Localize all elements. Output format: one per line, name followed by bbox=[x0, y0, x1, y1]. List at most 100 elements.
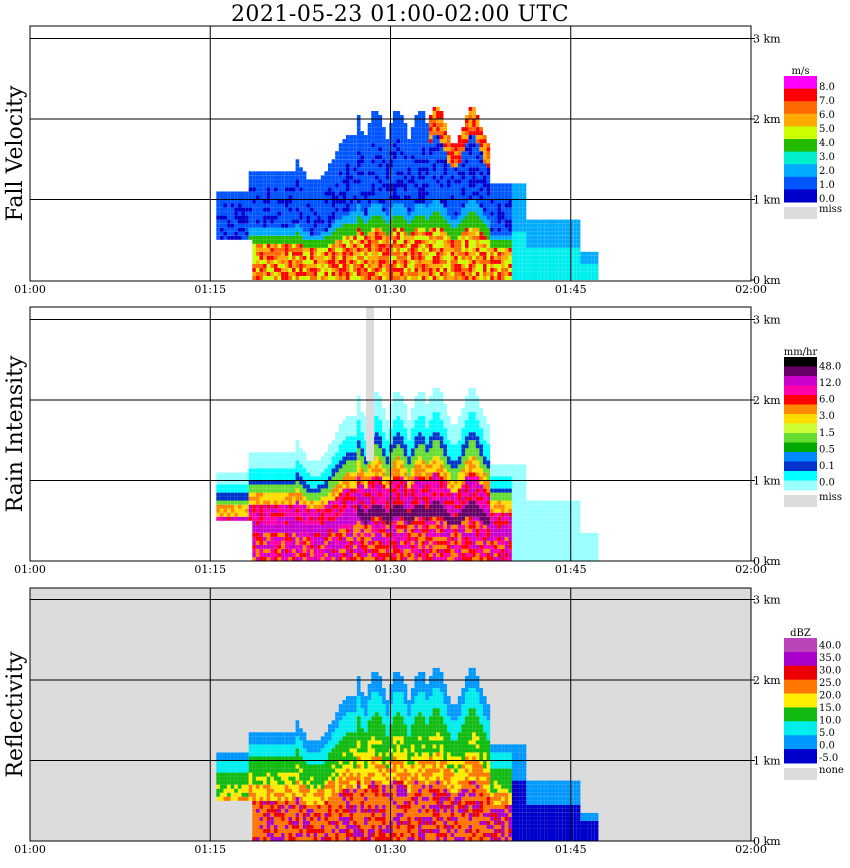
heatmap-cell bbox=[403, 199, 408, 204]
heatmap-cell bbox=[349, 187, 354, 192]
heatmap-cell bbox=[421, 520, 426, 525]
heatmap-cell bbox=[227, 215, 231, 220]
heatmap-cell bbox=[439, 528, 444, 533]
heatmap-cell bbox=[515, 183, 520, 188]
heatmap-cell bbox=[382, 524, 386, 529]
heatmap-cell bbox=[457, 255, 462, 260]
heatmap-cell bbox=[292, 215, 296, 220]
heatmap-cell bbox=[356, 444, 361, 449]
heatmap-cell bbox=[227, 207, 231, 212]
heatmap-cell bbox=[396, 428, 401, 433]
heatmap-cell bbox=[237, 195, 242, 200]
heatmap-cell bbox=[371, 267, 375, 272]
heatmap-cell bbox=[418, 452, 422, 457]
heatmap-cell bbox=[504, 267, 509, 272]
heatmap-cell bbox=[353, 436, 357, 441]
heatmap-cell bbox=[299, 223, 303, 228]
heatmap-cell bbox=[295, 536, 300, 541]
heatmap-cell bbox=[328, 496, 332, 501]
heatmap-cell bbox=[443, 251, 447, 256]
heatmap-cell bbox=[457, 239, 462, 244]
heatmap-cell bbox=[504, 247, 509, 252]
heatmap-cell bbox=[353, 151, 357, 156]
heatmap-cell bbox=[245, 488, 249, 493]
heatmap-cell bbox=[461, 219, 465, 224]
heatmap-cell bbox=[259, 549, 264, 553]
heatmap-cell bbox=[234, 484, 238, 489]
heatmap-cell bbox=[382, 127, 386, 132]
heatmap-cell bbox=[522, 267, 527, 272]
heatmap-cell bbox=[367, 219, 372, 224]
heatmap-cell bbox=[450, 171, 455, 176]
heatmap-cell bbox=[353, 272, 357, 276]
heatmap-cell bbox=[465, 151, 469, 156]
heatmap-cell bbox=[371, 175, 375, 180]
heatmap-cell bbox=[429, 484, 433, 489]
heatmap-cell bbox=[468, 159, 473, 164]
heatmap-cell bbox=[292, 524, 296, 529]
heatmap-cell bbox=[396, 272, 401, 276]
heatmap-cell bbox=[281, 251, 285, 256]
heatmap-cell bbox=[421, 496, 426, 501]
heatmap-cell bbox=[349, 143, 354, 148]
heatmap-cell bbox=[573, 231, 577, 236]
heatmap-cell bbox=[382, 211, 386, 216]
heatmap-cell bbox=[223, 235, 228, 240]
heatmap-cell bbox=[335, 175, 339, 180]
heatmap-cell bbox=[371, 143, 375, 148]
heatmap-cell bbox=[313, 267, 318, 272]
heatmap-cell bbox=[241, 203, 246, 208]
heatmap-cell bbox=[302, 231, 307, 236]
heatmap-cell bbox=[324, 520, 328, 525]
heatmap-cell bbox=[562, 276, 566, 280]
heatmap-cell bbox=[356, 536, 361, 541]
heatmap-cell bbox=[237, 227, 242, 232]
heatmap-cell bbox=[407, 480, 411, 485]
heatmap-cell bbox=[371, 472, 375, 477]
heatmap-cell bbox=[537, 247, 541, 252]
heatmap-cell bbox=[493, 199, 498, 204]
heatmap-cell bbox=[248, 500, 253, 505]
heatmap-cell bbox=[277, 219, 282, 224]
heatmap-cell bbox=[371, 203, 375, 208]
heatmap-cell bbox=[266, 464, 271, 469]
heatmap-cell bbox=[439, 480, 444, 485]
heatmap-cell bbox=[403, 239, 408, 244]
heatmap-cell bbox=[551, 223, 556, 228]
heatmap-cell bbox=[288, 532, 292, 537]
heatmap-cell bbox=[432, 239, 437, 244]
heatmap-cell bbox=[447, 267, 451, 272]
heatmap-cell bbox=[245, 219, 249, 224]
heatmap-cell bbox=[468, 203, 473, 208]
heatmap-cell bbox=[533, 235, 538, 240]
heatmap-cell bbox=[342, 528, 346, 533]
heatmap-cell bbox=[450, 432, 455, 437]
heatmap-cell bbox=[356, 255, 361, 260]
heatmap-cell bbox=[263, 557, 267, 561]
heatmap-cell bbox=[364, 528, 368, 533]
heatmap-cell bbox=[328, 460, 332, 465]
heatmap-cell bbox=[277, 512, 282, 517]
heatmap-cell bbox=[432, 267, 437, 272]
heatmap-cell bbox=[410, 440, 415, 445]
heatmap-cell bbox=[216, 516, 220, 521]
heatmap-cell bbox=[432, 444, 437, 449]
heatmap-cell bbox=[360, 131, 365, 136]
heatmap-cell bbox=[281, 460, 285, 465]
heatmap-cell bbox=[425, 195, 429, 200]
heatmap-cell bbox=[414, 432, 419, 437]
heatmap-cell bbox=[277, 183, 282, 188]
heatmap-cell bbox=[400, 404, 404, 408]
heatmap-cell bbox=[360, 528, 365, 533]
heatmap-cell bbox=[324, 496, 328, 501]
heatmap-cell bbox=[414, 464, 419, 469]
heatmap-cell bbox=[392, 223, 397, 228]
heatmap-cell bbox=[356, 272, 361, 276]
heatmap-cell bbox=[447, 199, 451, 204]
heatmap-cell bbox=[367, 203, 372, 208]
heatmap-cell bbox=[403, 183, 408, 188]
heatmap-cell bbox=[425, 480, 429, 485]
heatmap-cell bbox=[252, 263, 256, 268]
heatmap-cell bbox=[306, 512, 310, 517]
heatmap-cell bbox=[443, 404, 447, 408]
